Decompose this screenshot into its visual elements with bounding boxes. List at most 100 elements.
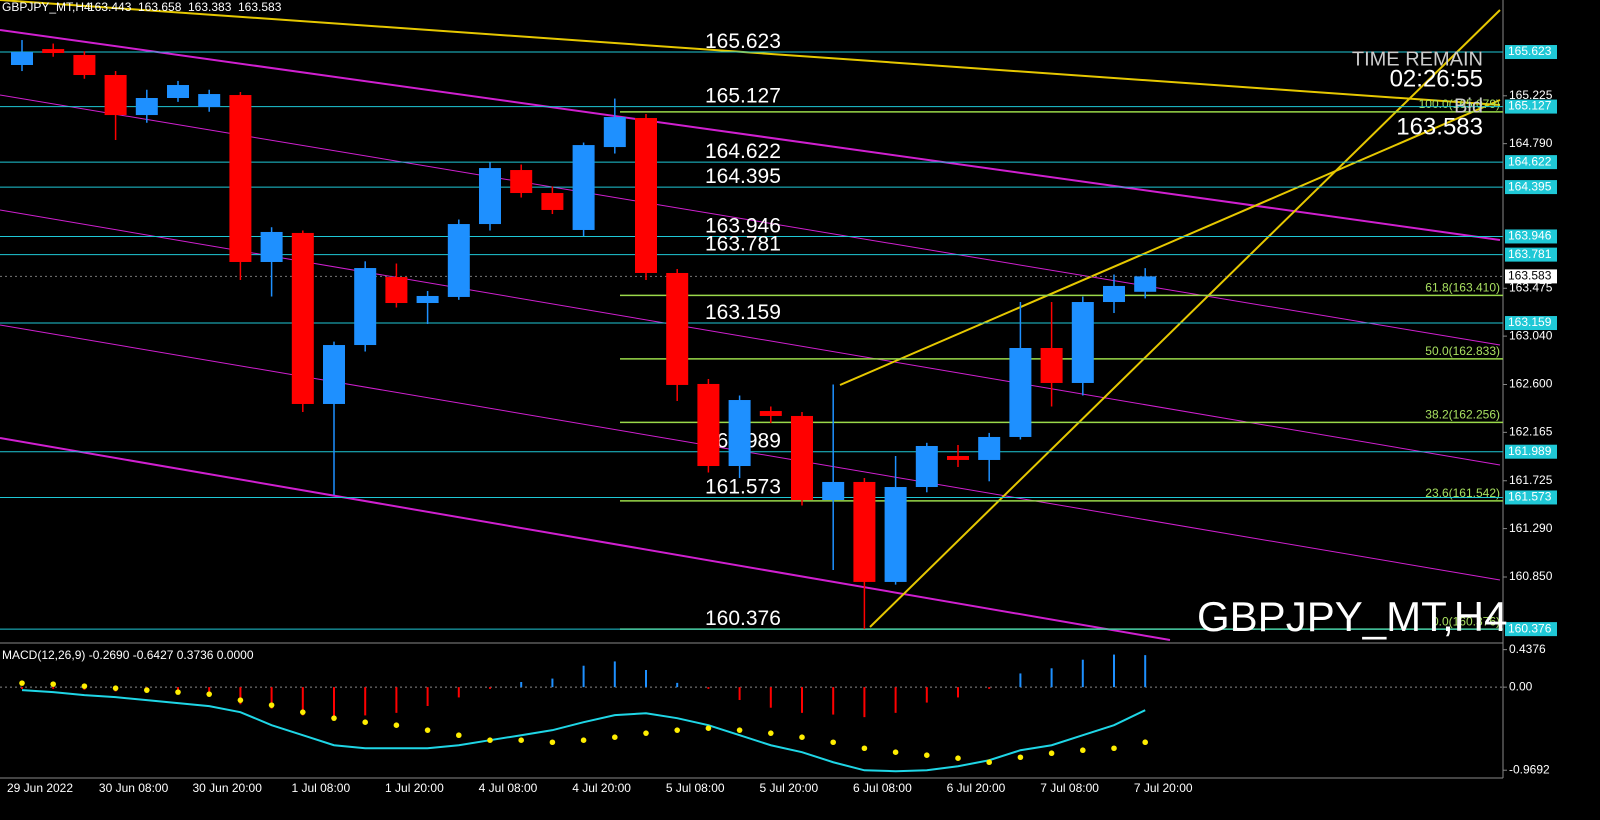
level-text: 163.159 [705, 301, 781, 324]
level-box [1505, 490, 1557, 505]
candle-body [853, 481, 876, 582]
candle-body [1071, 302, 1094, 383]
bid-value: 163.583 [1396, 113, 1483, 140]
y-tick-label: -0.9692 [1509, 762, 1550, 776]
level-box [1505, 316, 1557, 331]
signal-dot [1017, 754, 1024, 761]
signal-dot [362, 719, 369, 725]
x-tick-label: 4 Jul 20:00 [572, 781, 631, 795]
signal-dot [424, 727, 431, 733]
level-text: 161.573 [705, 475, 781, 498]
candle-body [447, 224, 470, 297]
level-box-label: 164.395 [1508, 179, 1552, 193]
x-tick-label: 1 Jul 20:00 [385, 781, 444, 795]
signal-dot [643, 730, 649, 736]
candle-body [572, 145, 595, 230]
signal-dot [518, 737, 524, 743]
level-text: 165.623 [705, 30, 781, 53]
plot: 165.225 164.790 163.475 163.040 162.600 162.1… [0, 30, 1557, 795]
signal-dot [112, 685, 119, 691]
level-box [1505, 444, 1557, 459]
level-text: 160.376 [705, 607, 781, 630]
signal-dot [237, 697, 244, 703]
candle-body [915, 445, 938, 488]
signal-dot [768, 730, 774, 736]
trend-line [839, 99, 1501, 386]
x-tick-label: 4 Jul 08:00 [479, 781, 538, 795]
signal-dot [331, 715, 337, 721]
y-tick-label: 163.475 [1509, 280, 1553, 294]
x-tick-label: 6 Jul 20:00 [947, 781, 1006, 795]
header-close: 163.583 [238, 0, 282, 14]
x-tick-label: 30 Jun 20:00 [192, 781, 262, 795]
level-text: 163.946 [705, 214, 781, 237]
header-symbol: GBPJPY_MT,H4 [2, 0, 91, 14]
candle-body [666, 272, 689, 385]
candle-body [1134, 276, 1157, 292]
signal-dot [924, 752, 930, 758]
fib-label: 61.8(163.410) [1425, 281, 1500, 295]
x-tick-label: 29 Jun 2022 [7, 781, 73, 795]
level-box-label: 165.127 [1508, 99, 1552, 113]
level-box-label: 164.622 [1508, 154, 1552, 168]
x-tick-label: 7 Jul 20:00 [1134, 781, 1193, 795]
macd-title: MACD(12,26,9) -0.2690 -0.6427 0.3736 0.0… [2, 648, 254, 662]
header-high: 163.658 [138, 0, 182, 14]
fib-label: 100.0(165.079) [1419, 97, 1500, 111]
fib-label: 38.2(162.256) [1425, 408, 1500, 422]
candle-body [635, 118, 657, 273]
level-box-label: 163.159 [1508, 315, 1552, 329]
candle-body [385, 277, 408, 304]
signal-dot [1048, 750, 1055, 757]
signal-dot [1142, 739, 1148, 746]
candle-body [260, 231, 283, 262]
fib-label: 23.6(161.542) [1425, 486, 1500, 500]
signal-dot [549, 739, 556, 746]
level-text: 164.395 [705, 165, 781, 188]
y-tick-label: 164.790 [1509, 136, 1553, 150]
level-box [1505, 229, 1557, 244]
signal-dot [456, 732, 462, 739]
level-box [1505, 45, 1557, 60]
candle-body [167, 85, 189, 98]
level-box-label: 161.989 [1508, 444, 1552, 458]
level-box-label: 161.573 [1508, 490, 1552, 504]
y-tick-label: 162.165 [1509, 425, 1553, 439]
level-box [1505, 155, 1557, 170]
level-box [1505, 622, 1557, 637]
candle-body [1009, 347, 1032, 437]
signal-dot [830, 739, 836, 746]
candle-body [759, 411, 782, 416]
x-tick-label: 5 Jul 20:00 [759, 781, 818, 795]
candle-body [42, 49, 65, 54]
signal-dot [674, 727, 680, 733]
signal-dot [986, 759, 992, 766]
time-remain-label: TIME REMAIN [1352, 48, 1483, 70]
level-box [1505, 99, 1557, 114]
header-low: 163.383 [188, 0, 232, 14]
candle-body [791, 415, 813, 500]
x-tick-label: 6 Jul 08:00 [853, 781, 912, 795]
candle-body [354, 268, 377, 346]
signal-dot [19, 680, 25, 686]
signal-dot [144, 687, 150, 693]
signal-dot [612, 734, 618, 740]
signal-dot [50, 681, 56, 687]
y-tick-label: 0.00 [1509, 679, 1533, 693]
level-box [1505, 247, 1557, 262]
channel-line [0, 437, 1171, 641]
candle-body [822, 481, 845, 500]
candle-body [510, 170, 533, 194]
bid-box-label: 163.583 [1508, 269, 1552, 283]
level-box-label: 160.376 [1508, 621, 1552, 635]
candle-body [198, 94, 221, 108]
signal-dot [300, 709, 306, 715]
y-tick-label: 161.290 [1509, 521, 1553, 535]
candle-body [135, 97, 158, 116]
candle-body [541, 193, 564, 210]
level-text: 163.781 [705, 233, 781, 256]
candle-body [323, 345, 345, 404]
candle-body [978, 436, 1001, 460]
signal-dot [705, 725, 712, 731]
